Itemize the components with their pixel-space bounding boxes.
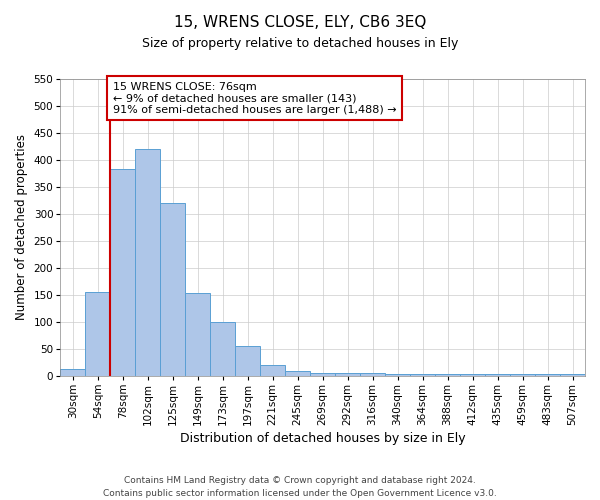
Bar (235, 346, 260, 376)
Bar (85, 292, 110, 376)
Bar (435, 374, 460, 376)
Bar (135, 149, 160, 376)
Bar (110, 169, 135, 376)
Bar (535, 374, 560, 376)
Text: 15 WRENS CLOSE: 76sqm
← 9% of detached houses are smaller (143)
91% of semi-deta: 15 WRENS CLOSE: 76sqm ← 9% of detached h… (113, 82, 397, 115)
X-axis label: Distribution of detached houses by size in Ely: Distribution of detached houses by size … (180, 432, 466, 445)
Bar (260, 365, 285, 376)
Bar (460, 374, 485, 376)
Text: Size of property relative to detached houses in Ely: Size of property relative to detached ho… (142, 38, 458, 51)
Bar (210, 322, 235, 376)
Bar (485, 374, 510, 376)
Bar (285, 370, 310, 376)
Bar (360, 374, 385, 376)
Bar (560, 374, 585, 376)
Bar (385, 374, 410, 376)
Text: 15, WRENS CLOSE, ELY, CB6 3EQ: 15, WRENS CLOSE, ELY, CB6 3EQ (174, 15, 426, 30)
Bar (410, 374, 435, 376)
Bar (60, 369, 85, 376)
Bar (185, 294, 210, 376)
Bar (510, 374, 535, 376)
Bar (310, 374, 335, 376)
Bar (335, 374, 360, 376)
Y-axis label: Number of detached properties: Number of detached properties (15, 134, 28, 320)
Text: Contains HM Land Registry data © Crown copyright and database right 2024.
Contai: Contains HM Land Registry data © Crown c… (103, 476, 497, 498)
Bar (160, 203, 185, 376)
